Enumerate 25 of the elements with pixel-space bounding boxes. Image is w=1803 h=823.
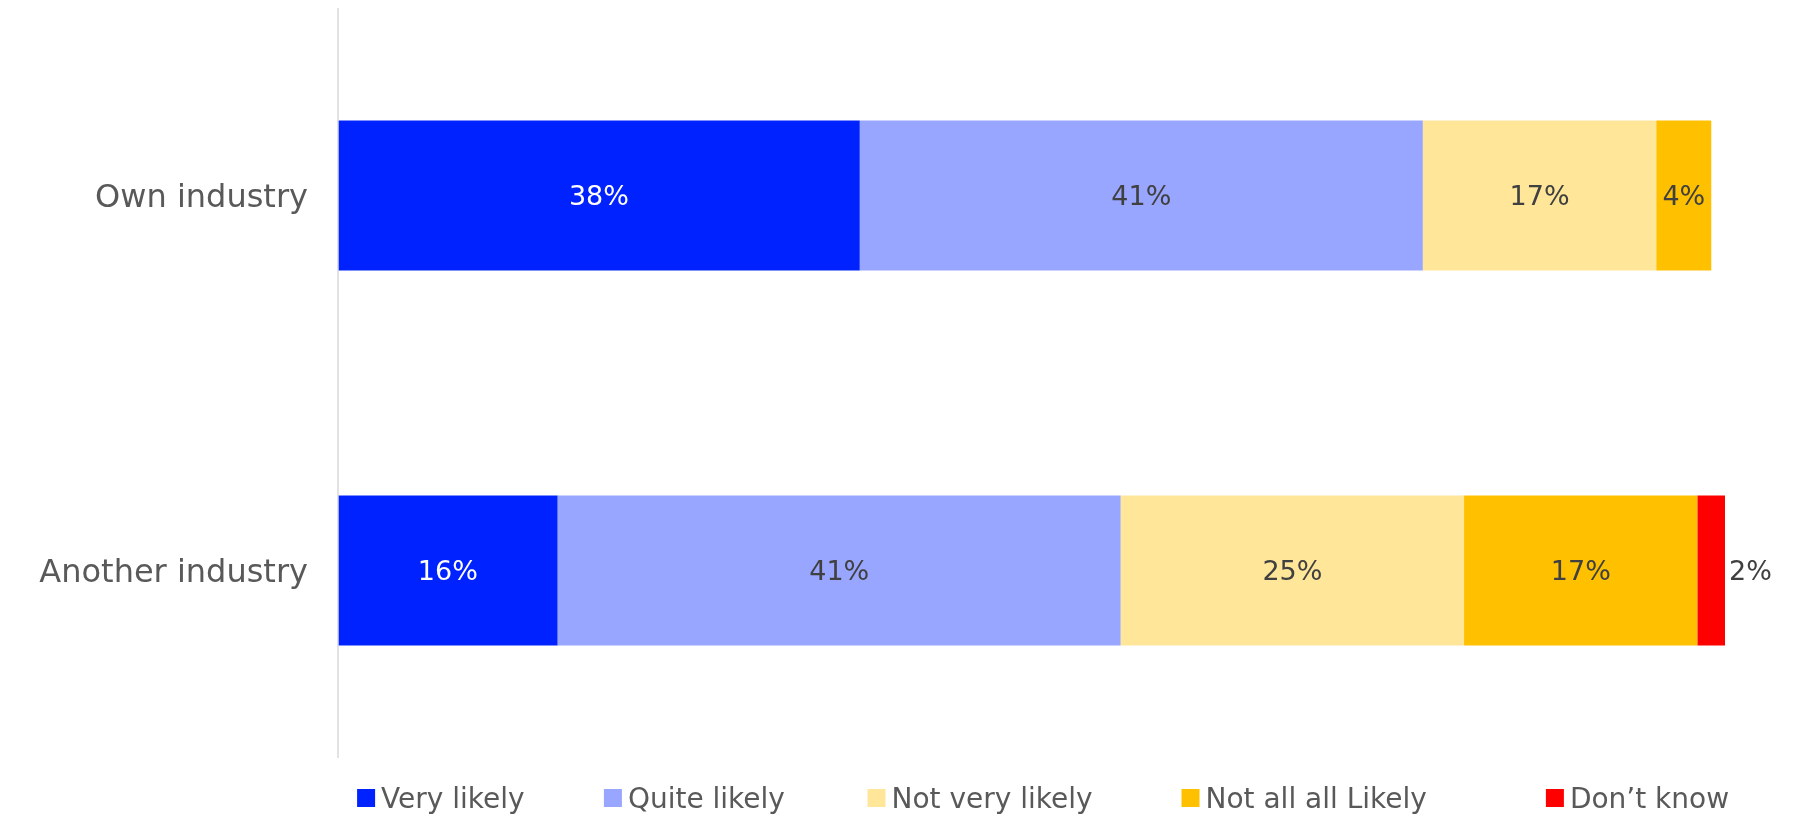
data-label: 17%	[1550, 554, 1611, 586]
legend-label: Don’t know	[1569, 781, 1730, 815]
bar	[1120, 495, 1465, 646]
legend-label: Very likely	[381, 781, 525, 815]
legend-label: Not all all Likely	[1205, 781, 1427, 815]
bar	[1656, 120, 1712, 271]
data-label: 2%	[1729, 554, 1772, 586]
data-label: 41%	[1111, 179, 1172, 211]
data-label: 4%	[1662, 179, 1706, 211]
legend-label: Quite likely	[627, 781, 785, 815]
data-label: 38%	[568, 179, 629, 211]
bar	[338, 120, 860, 271]
data-label: 41%	[809, 554, 870, 586]
data-label: 17%	[1509, 179, 1570, 211]
data-label: 25%	[1262, 554, 1323, 586]
legend-label: Not very likely	[891, 781, 1093, 815]
y-tick-label: Another industry	[39, 551, 308, 590]
bar	[859, 120, 1423, 271]
bar	[557, 495, 1121, 646]
y-tick-label: Own industry	[95, 176, 308, 215]
bar	[338, 495, 558, 646]
bar	[1697, 495, 1725, 646]
bar	[1464, 495, 1698, 646]
data-label: 16%	[417, 554, 478, 586]
bar	[1422, 120, 1657, 271]
